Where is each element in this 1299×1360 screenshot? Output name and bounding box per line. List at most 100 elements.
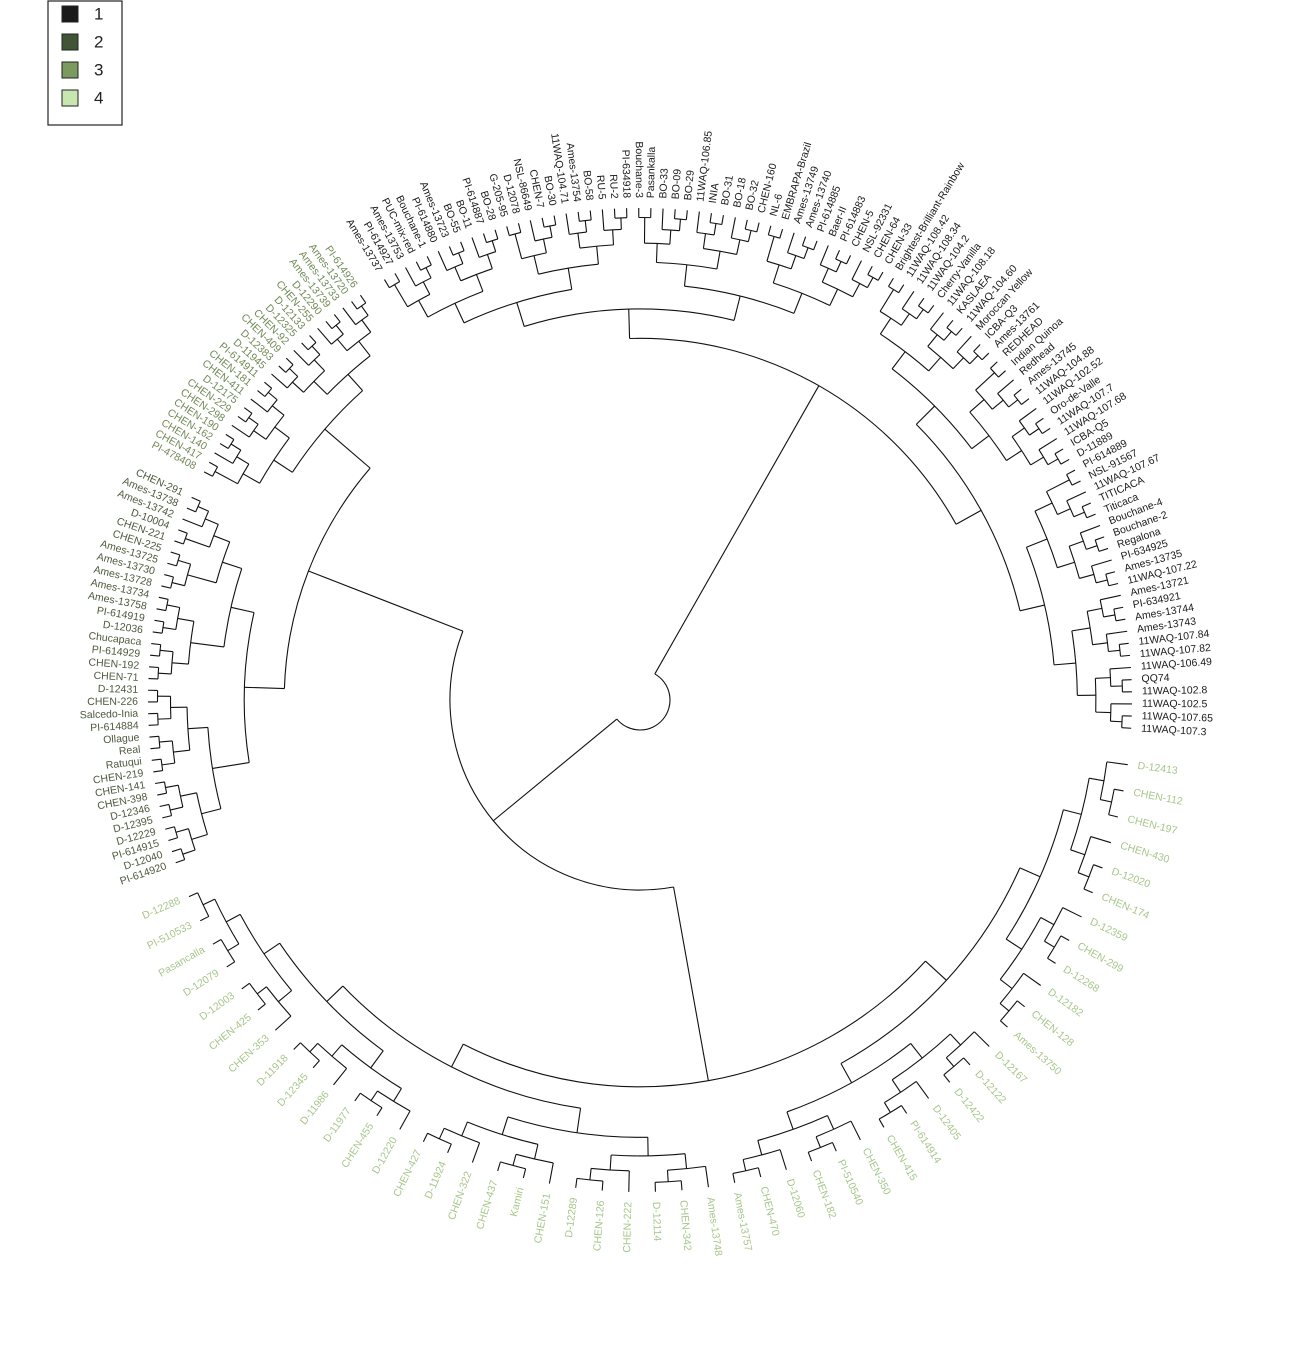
branch [1078,873,1089,877]
leaf-label: PI-510533 [145,920,194,953]
legend-box [48,1,122,125]
branch [1084,889,1093,893]
branch [1021,399,1029,405]
branch [243,474,260,483]
branch [371,1091,377,1101]
branch [917,309,924,318]
branch [483,234,486,243]
leaf-label: 11WAQ-102.5 [1142,698,1208,711]
branch [916,406,934,424]
leaf-label: CHEN-455 [339,1121,376,1170]
branch [1086,546,1097,550]
branch [602,209,604,230]
branch [816,1137,820,1148]
branch [670,230,671,244]
branch [171,552,180,555]
branch [757,223,759,232]
leaf-label: CHEN-126 [591,1200,607,1252]
branch [1079,574,1094,578]
branch [452,1044,464,1067]
branch [974,345,981,352]
branch [590,211,591,220]
branch [918,298,923,306]
branch [1067,470,1075,474]
branch [215,472,238,484]
branch [1019,408,1036,420]
branch [326,321,332,328]
branch [251,399,268,412]
branch [426,268,431,278]
leaf-label: Pasankalla [645,146,658,198]
branch [161,586,170,588]
leaf-label: D-11924 [423,1159,450,1200]
branch [187,508,196,512]
leaf-label: 11WAQ-107.3 [1141,723,1207,739]
branch [231,607,254,612]
branch [686,210,687,219]
branch [629,309,630,338]
branch [150,748,159,749]
branch [1057,509,1070,515]
leaf-label: Bouchane-3 [633,141,645,198]
branch [292,382,303,392]
branch [577,1108,581,1133]
branch [158,673,171,674]
branch [944,1075,950,1082]
leaf-label: CHEN-71 [93,670,139,684]
branch [244,408,252,414]
branch [492,241,496,252]
branch [448,1144,452,1153]
leaf-label: D-12020 [1110,866,1152,891]
branch [758,1140,762,1155]
branch [160,650,173,651]
branch [1061,459,1069,464]
branch [1082,503,1091,507]
branch [1041,917,1054,924]
branch [554,216,556,225]
branch [336,325,343,334]
branch [188,727,208,728]
branch [183,850,195,854]
branch [449,246,453,255]
branch [549,1163,553,1184]
leaf-label: CHEN-226 [87,696,138,708]
branch [748,230,751,241]
branch [308,571,462,631]
branch [238,416,246,421]
branch [808,1152,811,1161]
branch [1036,418,1044,423]
branch [867,277,873,287]
branch [1104,615,1115,617]
leaf-label: CHEN-322 [446,1170,475,1222]
branch [302,343,309,350]
branch [487,254,492,268]
branch [154,620,163,622]
leaf-label: CHEN-182 [810,1168,839,1220]
branch [164,575,173,577]
branch [1039,439,1057,450]
branch [264,943,280,954]
branch [679,219,680,231]
branch [232,425,249,437]
branch [502,1117,508,1135]
leaf-label: Pasancalla [156,944,207,980]
branch [745,220,747,229]
legend-swatch [62,90,78,106]
branch [1121,655,1130,656]
branch [1080,525,1100,532]
branch [767,237,774,262]
branch [880,318,890,334]
leaf-label: D-12431 [98,683,139,696]
leaf-label: PI-614884 [90,720,139,734]
leaf-label: D-12122 [972,1068,1008,1106]
branch [1029,429,1039,435]
branch [215,453,233,464]
branch [568,268,572,289]
branch [1009,400,1018,407]
branch [153,771,162,772]
branch [371,1051,384,1068]
branch [423,1133,427,1142]
branch [868,266,872,274]
branch [578,233,580,248]
